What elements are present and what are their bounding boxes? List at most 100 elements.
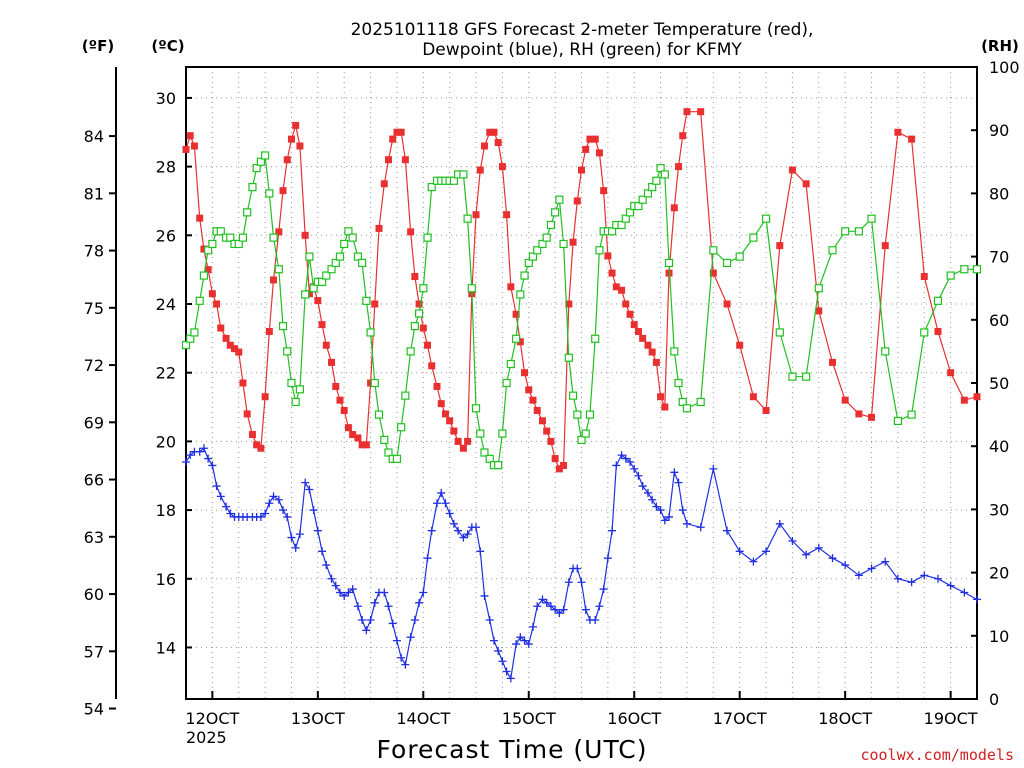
temperature-point bbox=[287, 135, 295, 143]
temperature-point bbox=[652, 358, 660, 366]
dewpoint-point bbox=[406, 633, 415, 642]
temperature-point bbox=[881, 242, 889, 250]
rh-point bbox=[660, 170, 669, 179]
dewpoint-point bbox=[626, 458, 635, 466]
rh-point bbox=[287, 378, 296, 388]
rh-point bbox=[423, 233, 432, 242]
dewpoint-point bbox=[608, 526, 617, 535]
dewpoint-point bbox=[933, 574, 942, 583]
x-tick-label: 17OCT bbox=[713, 709, 767, 728]
rh-point bbox=[591, 334, 600, 343]
rh-point bbox=[317, 277, 327, 286]
dewpoint-point bbox=[516, 633, 525, 642]
dewpoint-point bbox=[256, 512, 265, 521]
rh-point bbox=[735, 252, 744, 261]
temperature-point bbox=[608, 269, 616, 277]
dewpoint-point bbox=[612, 461, 621, 470]
dewpoint-point bbox=[946, 581, 955, 590]
temperature-point bbox=[472, 211, 480, 219]
dewpoint-point bbox=[362, 626, 371, 635]
dewpoint-point bbox=[652, 502, 661, 511]
dewpoint-point bbox=[216, 492, 225, 501]
rh-point bbox=[972, 265, 982, 274]
rh-point bbox=[283, 347, 292, 356]
dewpoint-point bbox=[353, 602, 362, 611]
temperature-point bbox=[560, 461, 568, 469]
temperature-point bbox=[973, 393, 981, 401]
x-tick-label: 14OCT bbox=[396, 709, 450, 728]
rh-point bbox=[467, 284, 476, 293]
celsius-unit-label: (ºC) bbox=[151, 37, 184, 55]
rh-point bbox=[216, 227, 225, 236]
fahrenheit-unit-label: (ºF) bbox=[82, 37, 114, 55]
temperature-point bbox=[591, 135, 599, 143]
temperature-point bbox=[371, 300, 379, 308]
temperature-point bbox=[362, 441, 370, 449]
rh-point bbox=[573, 410, 582, 419]
rh-point bbox=[533, 246, 542, 255]
temperature-point bbox=[657, 393, 665, 401]
dewpoint-point bbox=[279, 506, 288, 515]
dewpoint-point bbox=[621, 454, 630, 463]
temperature-point bbox=[186, 132, 194, 140]
temperature-point bbox=[340, 406, 348, 414]
fahrenheit-tick-label: 69 bbox=[84, 413, 104, 432]
rh-point bbox=[881, 347, 890, 356]
dewpoint-point bbox=[182, 458, 190, 466]
rh-point bbox=[348, 233, 357, 242]
rh-point bbox=[577, 435, 586, 444]
rh-point bbox=[634, 201, 643, 211]
dewpoint-point bbox=[274, 495, 283, 504]
dewpoint-point bbox=[577, 578, 586, 587]
temperature-point bbox=[344, 424, 352, 432]
rh-point bbox=[559, 239, 568, 249]
temperature-point bbox=[367, 379, 375, 387]
dewpoint-point bbox=[512, 640, 521, 649]
celsius-tick-label: 30 bbox=[156, 89, 176, 108]
rh-point bbox=[406, 347, 415, 356]
temperature-point bbox=[239, 379, 247, 387]
temperature-point bbox=[222, 334, 230, 342]
rh-point bbox=[761, 214, 771, 223]
dewpoint-point bbox=[441, 499, 450, 508]
rh-line bbox=[185, 153, 977, 466]
celsius-tick-label: 24 bbox=[156, 295, 176, 314]
temperature-point bbox=[486, 128, 494, 136]
dewpoint-point bbox=[670, 468, 679, 477]
x-tick-sublabel: 2025 bbox=[186, 728, 227, 747]
temperature-point bbox=[543, 427, 551, 435]
dewpoint-point bbox=[920, 571, 929, 580]
temperature-point bbox=[424, 341, 432, 349]
dewpoint-point bbox=[283, 512, 292, 521]
temperature-point bbox=[855, 410, 863, 418]
temperature-point bbox=[612, 283, 620, 291]
rh-point bbox=[656, 164, 665, 173]
temperature-point bbox=[454, 437, 462, 445]
dewpoint-point bbox=[295, 530, 304, 539]
rh-point bbox=[828, 246, 837, 255]
rh-point bbox=[414, 309, 424, 318]
temperature-point bbox=[314, 297, 322, 305]
rh-point bbox=[664, 258, 674, 268]
dewpoint-point bbox=[344, 588, 353, 597]
fahrenheit-tick-label: 60 bbox=[84, 585, 104, 604]
dewpoint-point bbox=[762, 547, 771, 556]
dewpoint-point bbox=[208, 461, 217, 470]
rh-point bbox=[295, 385, 305, 394]
temperature-point bbox=[815, 307, 823, 315]
dewpoint-point bbox=[581, 605, 590, 614]
temperature-point bbox=[947, 369, 955, 377]
rh-point bbox=[204, 246, 213, 255]
dewpoint-point bbox=[313, 526, 322, 535]
dewpoint-point bbox=[291, 543, 300, 552]
dewpoint-point bbox=[802, 550, 811, 559]
temperature-point bbox=[464, 437, 472, 445]
rh-point bbox=[933, 296, 943, 305]
temperature-point bbox=[292, 121, 300, 129]
rh-point bbox=[322, 271, 331, 280]
rh-point bbox=[670, 347, 679, 356]
dewpoint-point bbox=[222, 502, 231, 511]
temperature-point bbox=[231, 345, 239, 353]
chart-title-line-2: Dewpoint (blue), RH (green) for KFMY bbox=[422, 40, 742, 60]
temperature-point bbox=[634, 327, 642, 335]
